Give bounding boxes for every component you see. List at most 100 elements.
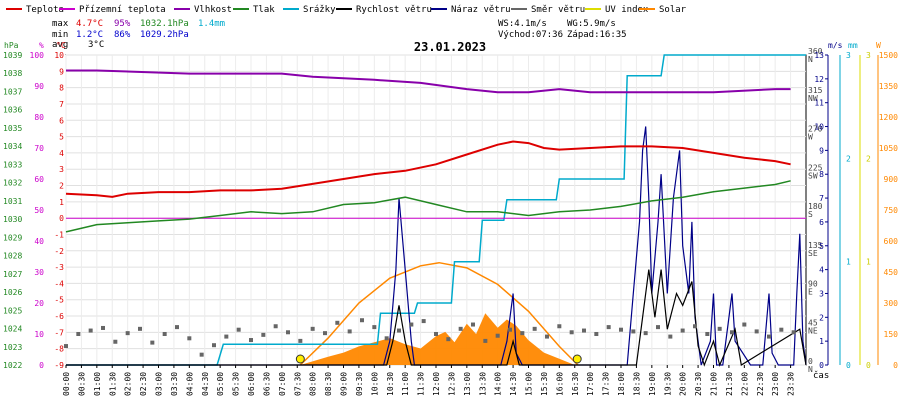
wind-tick: 3 <box>819 289 824 298</box>
stats-avg-temp: 3°C <box>88 40 104 50</box>
legend-label: Tlak <box>253 5 275 15</box>
humidity-tick: 80 <box>34 113 44 122</box>
pressure-tick: 1027 <box>3 270 22 279</box>
legend-label: Solar <box>659 5 687 15</box>
legend-item: Rychlost větru <box>336 5 432 15</box>
wind-direction-point <box>273 324 278 329</box>
direction-tick: 180 <box>808 202 823 211</box>
temperature-tick: 0 <box>59 214 64 223</box>
humidity-tick: 70 <box>34 144 44 153</box>
rain-tick: 0 <box>846 361 851 370</box>
time-tick: 02:30 <box>139 372 148 396</box>
time-axis-label: čas <box>813 370 829 381</box>
stats-panel: max 4.7°C 95% 1032.1hPa 1.4mm min 1.2°C … <box>52 19 627 50</box>
wind-direction-point <box>557 324 562 329</box>
temperature-tick: -2 <box>54 247 64 256</box>
solar-tick: 1200 <box>879 113 898 122</box>
humidity-tick: 50 <box>34 206 44 215</box>
pressure-tick: 1028 <box>3 252 22 261</box>
wind-direction-point <box>236 327 241 332</box>
humidity-tick: 90 <box>34 82 44 91</box>
wind-direction-point <box>138 326 142 331</box>
wind-direction-point <box>483 338 488 343</box>
direction-tick: 225 <box>808 163 823 172</box>
legend-item: Směr větru <box>511 5 585 15</box>
wind-direction-point <box>532 326 537 331</box>
time-tick: 06:00 <box>247 372 256 396</box>
wind-direction-point <box>754 329 759 334</box>
temperature-tick: -9 <box>54 361 64 370</box>
temperature-tick: 10 <box>54 51 64 60</box>
direction-label: SW <box>808 171 818 180</box>
pressure-tick: 1031 <box>3 197 22 206</box>
time-tick: 09:00 <box>340 372 349 396</box>
temperature-tick: -1 <box>54 230 64 239</box>
time-tick: 04:30 <box>201 372 210 396</box>
legend-label: Přízemní teplota <box>79 5 166 15</box>
temperature-tick: 7 <box>59 100 64 109</box>
solar-tick: 450 <box>884 268 899 277</box>
wind-direction-point <box>286 330 290 335</box>
wind-direction-point <box>779 327 784 332</box>
wind-direction-point <box>508 327 512 332</box>
wind-direction-point <box>619 327 623 332</box>
rain-unit: mm <box>848 41 858 50</box>
temperature-tick: -7 <box>54 328 64 337</box>
wind-direction-point <box>705 332 710 336</box>
wind-direction-point <box>717 326 722 331</box>
time-tick: 08:30 <box>324 372 333 396</box>
wind-tick: 2 <box>819 313 824 322</box>
solar-tick: 750 <box>884 206 899 215</box>
wind-direction-point <box>125 331 130 336</box>
wind-direction-point <box>656 325 660 330</box>
left-axes: hPa% °C1022102310241025102610271028102910… <box>3 41 66 370</box>
wind-direction-point <box>606 325 611 330</box>
pressure-line <box>65 180 791 233</box>
wind-direction-point <box>310 326 315 331</box>
wind-direction-point <box>335 320 340 325</box>
direction-tick: 270 <box>808 125 823 134</box>
sunrise-marker <box>295 354 305 364</box>
time-tick: 12:00 <box>432 372 441 396</box>
legend-label: Srážky <box>303 5 336 15</box>
wind-gust-stat: WG:5.9m/s <box>567 19 616 29</box>
legend-item: Náraz větru <box>431 5 511 15</box>
wind-direction-point <box>249 338 253 343</box>
time-tick: 07:00 <box>278 372 287 396</box>
pressure-tick: 1034 <box>3 142 22 151</box>
temperature-tick: 5 <box>59 133 64 142</box>
wind-tick: 0 <box>819 361 824 370</box>
pressure-unit: hPa <box>4 41 19 50</box>
wind-tick: 9 <box>819 146 824 155</box>
sunset-time: Západ:16:35 <box>567 30 627 40</box>
temperature-tick: 9 <box>59 67 64 76</box>
wind-speed-line <box>66 269 807 367</box>
time-tick: 11:00 <box>401 372 410 396</box>
rain-tick: 3 <box>846 51 851 60</box>
direction-tick: 360 <box>808 47 823 56</box>
temperature-unit: °C <box>56 41 66 50</box>
temperature-tick: -4 <box>54 279 64 288</box>
wind-direction-point <box>187 336 192 341</box>
time-tick: 07:30 <box>293 372 302 396</box>
uv-tick: 0 <box>866 361 871 370</box>
uv-tick: 3 <box>866 51 871 60</box>
wind-direction-point <box>742 322 747 327</box>
time-tick: 05:00 <box>216 372 225 396</box>
plot-frame <box>65 54 807 366</box>
time-tick: 23:30 <box>787 372 796 396</box>
right-axes: m/s mm W0N45NE90E135SE180S225SW270W315NW36… <box>808 41 898 374</box>
stats-max-label: max <box>52 19 69 29</box>
wind-tick: 7 <box>819 194 824 203</box>
legend-item: Teplota <box>6 5 64 15</box>
temperature-tick: 3 <box>59 165 64 174</box>
wind-speed-stat: WS:4.1m/s <box>498 19 547 29</box>
legend-label: Teplota <box>26 5 64 15</box>
solar-theoretical-line <box>299 261 579 366</box>
wind-direction-point <box>347 329 352 334</box>
humidity-tick: 20 <box>34 299 44 308</box>
legend-label: Směr větru <box>531 5 585 15</box>
time-tick: 17:30 <box>602 372 611 396</box>
legend-item: Solar <box>639 5 687 15</box>
time-tick: 14:30 <box>509 372 518 396</box>
